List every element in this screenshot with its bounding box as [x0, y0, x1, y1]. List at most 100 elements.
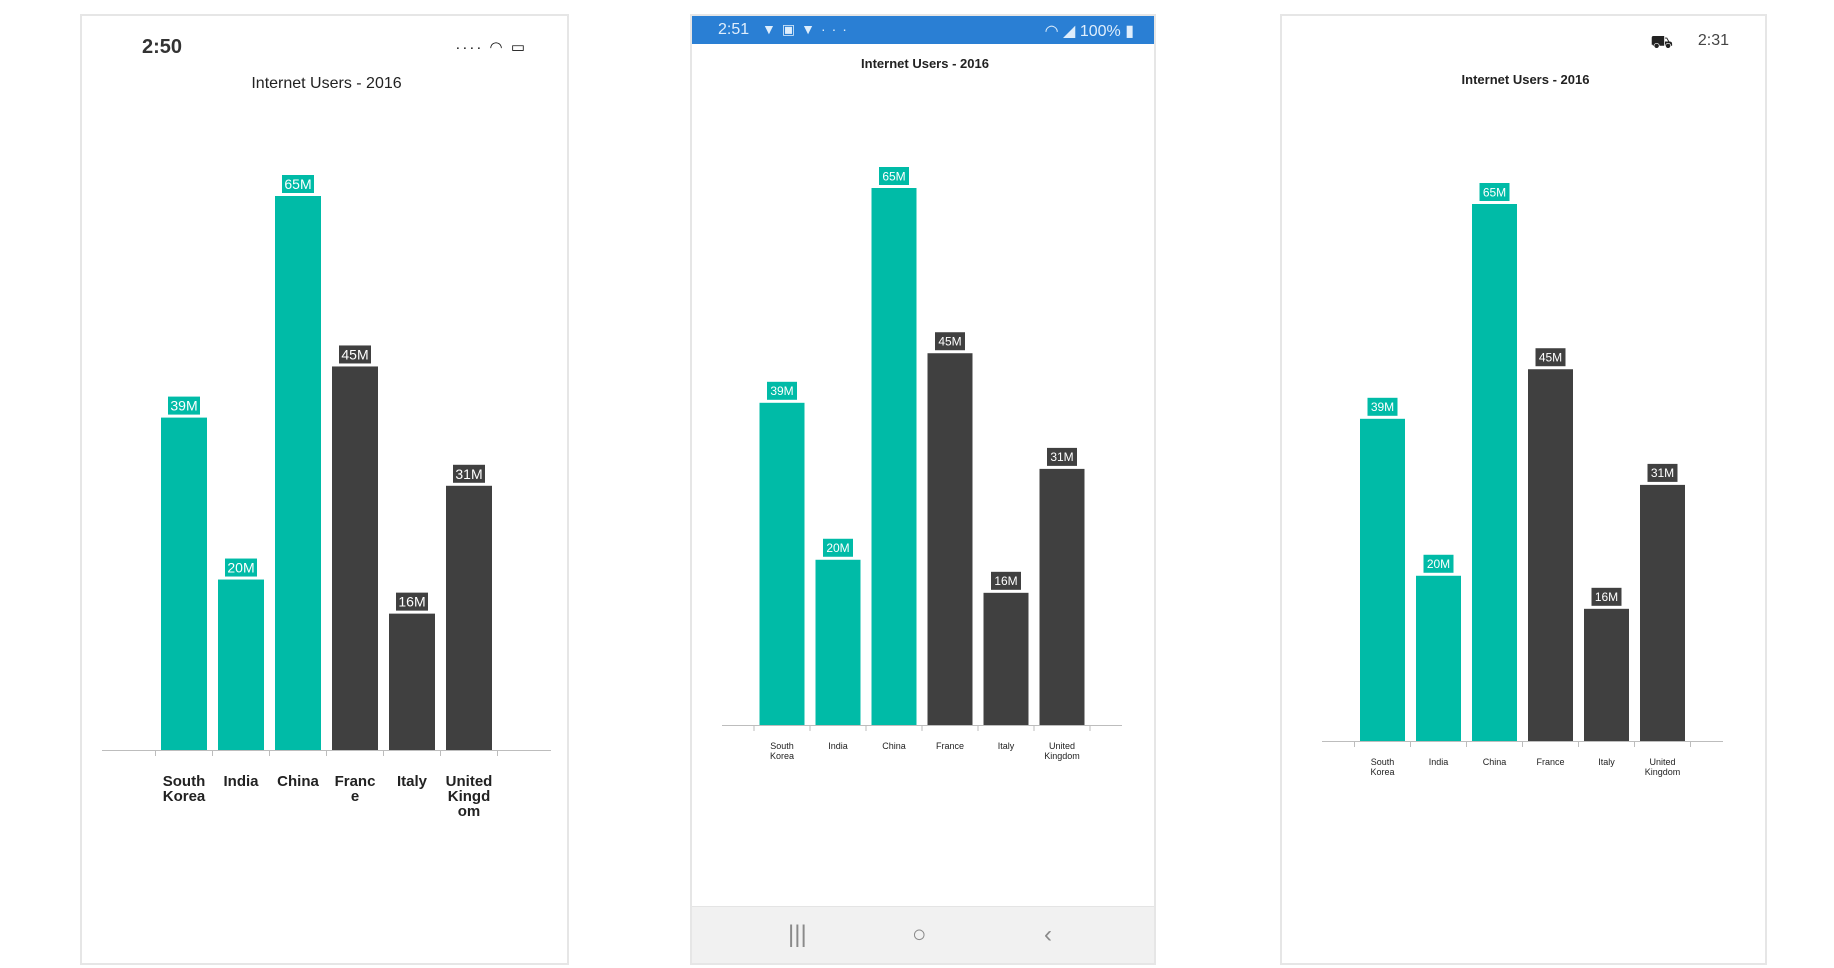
image-icon: ▣ [781, 21, 802, 37]
chart-title: Internet Users - 2016 [861, 56, 989, 71]
notification-icon: ▼ [762, 21, 782, 37]
chart-uwp: Internet Users - 2016 39M South Korea 20M Ind… [1322, 72, 1723, 777]
more-icon: ··· [820, 21, 853, 37]
data-label-box [823, 538, 853, 557]
category-label: Italy [397, 773, 428, 790]
data-label-box [1591, 587, 1622, 606]
chart-title: Internet Users - 2016 [251, 75, 401, 92]
data-label-box [1647, 463, 1678, 482]
data-label: 65M [284, 176, 311, 192]
ios-status-time: 2:50 [142, 36, 183, 58]
data-label: 31M [1651, 466, 1674, 480]
data-label-box [453, 464, 485, 483]
signal-dots-icon: ···· [455, 39, 484, 56]
bar-india[interactable] [1416, 575, 1461, 741]
category-label: South Korea [1370, 757, 1394, 777]
data-label-box [767, 381, 797, 400]
battery-icon: ▮ [1125, 23, 1134, 40]
data-label-box [168, 396, 200, 415]
category-label: South Korea [163, 773, 206, 805]
category-label: Italy [998, 741, 1015, 751]
android-device-frame: 2:51 ▼▣▼··· ◠ ◢ 100% ▮ Internet Users - … [690, 14, 1156, 965]
category-label: South Korea [770, 741, 794, 761]
data-label: 45M [938, 335, 961, 349]
android-system-icons: ◠ ◢ 100% ▮ [1045, 21, 1134, 41]
category-label: France [936, 741, 964, 751]
back-icon[interactable]: ‹ [1044, 921, 1052, 948]
notification-icon: ▼ [801, 21, 821, 37]
data-label-box [935, 332, 965, 351]
ios-status-icons: ···· ◠ ▭ [455, 38, 527, 56]
bar-south-korea[interactable] [1360, 418, 1405, 741]
bar-france[interactable] [927, 353, 973, 725]
category-label: India [223, 773, 259, 790]
data-label: 20M [1427, 557, 1450, 571]
bar-united-kingdom[interactable] [1640, 484, 1685, 741]
data-label: 20M [227, 560, 254, 576]
data-label: 39M [170, 398, 197, 414]
chart-android: Internet Users - 2016 39M South Korea 20M Ind… [722, 56, 1122, 761]
bar-italy[interactable] [389, 613, 435, 750]
chart-title: Internet Users - 2016 [1462, 72, 1590, 87]
category-label: China [882, 741, 906, 751]
data-label: 65M [1483, 185, 1506, 199]
bar-italy[interactable] [983, 592, 1029, 725]
data-label: 31M [455, 466, 482, 482]
glyph-icon: ⛟ [1650, 32, 1673, 52]
data-label-box [879, 167, 909, 185]
data-label: 31M [1050, 450, 1073, 464]
chart-ios: Internet Users - 2016 39M South Korea 20M Ind… [102, 75, 551, 820]
data-label: 16M [1595, 590, 1618, 604]
data-label-box [339, 345, 371, 364]
category-label: China [277, 773, 319, 790]
android-notification-icons: ▼▣▼··· [762, 21, 853, 38]
recents-icon[interactable]: ||| [788, 921, 807, 948]
bar-china[interactable] [1472, 204, 1517, 741]
data-label-box [396, 592, 428, 611]
category-label: Italy [1598, 757, 1615, 767]
bar-india[interactable] [218, 579, 264, 750]
data-label-box [1047, 447, 1077, 466]
data-label: 65M [882, 169, 905, 183]
data-label: 39M [1371, 400, 1394, 414]
data-label-box [1479, 183, 1510, 201]
category-label: India [1429, 757, 1449, 767]
uwp-status-time: 2:31 [1697, 32, 1729, 49]
category-label: France [1536, 757, 1564, 767]
bar-china[interactable] [275, 196, 321, 750]
android-status-bar: 2:51 ▼▣▼··· ◠ ◢ 100% ▮ [692, 16, 1154, 44]
data-label-box [282, 175, 314, 193]
android-status-time: 2:51 [718, 21, 750, 38]
bar-india[interactable] [815, 559, 861, 725]
data-label: 16M [994, 574, 1017, 588]
data-label: 45M [341, 347, 368, 363]
data-label-box [1367, 397, 1398, 416]
wifi-icon: ◠ [1044, 23, 1059, 40]
data-label: 45M [1539, 351, 1562, 365]
data-label-box [1535, 348, 1566, 367]
category-label: India [828, 741, 848, 751]
bar-france[interactable] [332, 366, 378, 750]
ios-device-frame: 2:50 ···· ◠ ▭ Internet Users - 2016 39M So… [80, 14, 569, 965]
data-label: 39M [770, 384, 793, 398]
bar-france[interactable] [1528, 369, 1573, 741]
bar-united-kingdom[interactable] [446, 485, 492, 750]
category-label: China [1483, 757, 1507, 767]
bar-south-korea[interactable] [759, 402, 805, 725]
bar-china[interactable] [871, 188, 917, 725]
bar-italy[interactable] [1584, 608, 1629, 741]
signal-icon: ◢ [1063, 23, 1076, 40]
bar-united-kingdom[interactable] [1039, 468, 1085, 725]
uwp-device-frame: ⛟ 2:31 Internet Users - 2016 39M South Kore… [1280, 14, 1767, 965]
data-label-box [991, 571, 1021, 590]
home-icon[interactable]: ○ [912, 921, 927, 948]
wifi-icon: ◠ [489, 39, 505, 56]
data-label-box [1423, 554, 1454, 573]
battery-percent: 100% [1079, 23, 1121, 40]
bar-south-korea[interactable] [161, 417, 207, 750]
android-nav-bar: ||| ○ ‹ [692, 906, 1154, 963]
